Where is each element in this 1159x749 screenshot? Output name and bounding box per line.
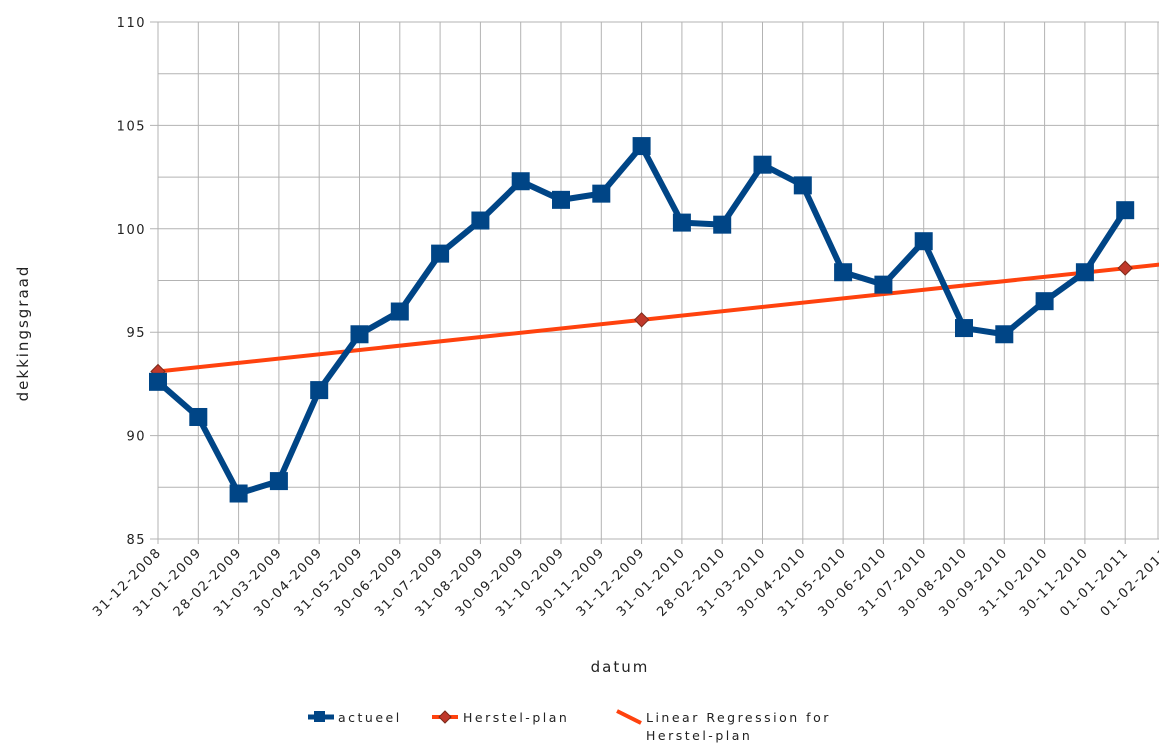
- legend-label-herstel-plan: Herstel-plan: [463, 710, 569, 725]
- actueel-series: [149, 137, 1135, 503]
- regression-series: [156, 262, 1159, 374]
- actueel-point: [1116, 201, 1135, 220]
- actueel-point: [1035, 292, 1054, 311]
- actueel-point: [511, 172, 530, 191]
- y-tick-label: 90: [126, 430, 146, 445]
- y-tick-label: 110: [117, 16, 146, 31]
- y-tick-label: 105: [117, 119, 146, 134]
- x-axis-title: datum: [591, 658, 650, 676]
- actueel-point: [713, 215, 732, 234]
- legend-entry-actueel: actueel: [308, 710, 402, 725]
- legend-label-linear-regression: Linear Regression for Herstel-plan: [646, 710, 837, 743]
- actueel-point: [269, 472, 288, 491]
- x-tick-label: 31-12-2008: [90, 545, 165, 620]
- legend-label-linear-regression-line2: Herstel-plan: [646, 728, 752, 743]
- actueel-point: [1075, 263, 1094, 282]
- actueel-point: [229, 484, 248, 503]
- legend-entry-linear-regression: Linear Regression for Herstel-plan: [616, 709, 837, 743]
- actueel-point: [431, 244, 450, 263]
- actueel-point: [793, 176, 812, 195]
- actueel-point: [552, 190, 570, 209]
- regression-line: [156, 262, 1159, 374]
- actueel-point: [350, 325, 369, 344]
- actueel-point: [189, 407, 208, 426]
- actueel-point: [955, 319, 973, 338]
- y-axis-tick-labels: 85 90 95 100 105 110: [117, 16, 146, 548]
- actueel-point: [632, 137, 651, 156]
- actueel-point: [592, 184, 611, 203]
- y-axis-title: dekkingsgraad: [14, 265, 32, 402]
- actueel-point: [834, 263, 853, 282]
- legend-label-linear-regression-line1: Linear Regression for: [646, 710, 831, 725]
- legend-marker-herstel-plan: [438, 710, 452, 724]
- y-tick-label: 95: [126, 326, 146, 341]
- herstel-plan-point: [633, 312, 650, 328]
- legend-entry-herstel-plan: Herstel-plan: [432, 710, 569, 725]
- actueel-point: [753, 155, 772, 174]
- herstel-plan-point: [1117, 260, 1133, 276]
- actueel-point: [471, 211, 490, 230]
- actueel-point: [995, 325, 1014, 344]
- legend-swatch-linear-regression: [616, 709, 642, 725]
- actueel-point: [874, 275, 893, 294]
- legend-marker-actueel: [314, 711, 325, 722]
- actueel-point: [672, 213, 691, 232]
- actueel-point: [310, 381, 329, 400]
- actueel-point: [390, 302, 409, 321]
- legend: actueel Herstel-plan Linear Regression f…: [308, 709, 837, 743]
- actueel-point: [914, 232, 933, 251]
- actueel-point: [149, 372, 167, 391]
- legend-label-actueel: actueel: [338, 710, 402, 725]
- gridlines: [150, 21, 1159, 544]
- y-tick-label: 85: [126, 533, 146, 548]
- y-tick-label: 100: [117, 223, 146, 238]
- x-axis-tick-labels: 31-12-200831-01-200928-02-200931-03-2009…: [90, 545, 1159, 620]
